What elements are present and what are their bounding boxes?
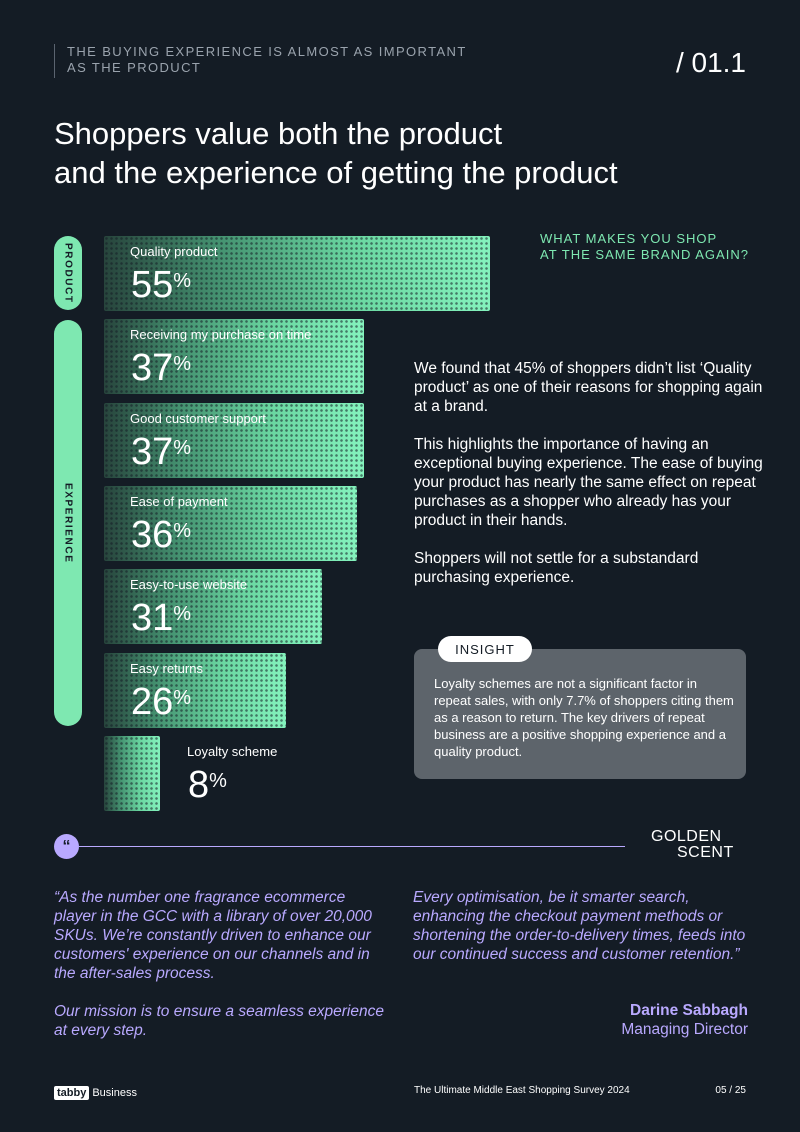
bar-receiving-my-purchase-on-time — [104, 319, 364, 394]
bar-label: Quality product — [130, 244, 218, 259]
page-title-line: Shoppers value both the product — [54, 116, 503, 151]
header-kicker: THE BUYING EXPERIENCE IS ALMOST AS IMPOR… — [67, 44, 467, 76]
footer-title: The Ultimate Middle East Shopping Survey… — [414, 1085, 630, 1096]
bar-value-label: 31% — [131, 597, 192, 639]
bar-easy-to-use-website — [104, 569, 322, 644]
page-title-line: and the experience of getting the produc… — [54, 155, 618, 190]
bar-label: Loyalty scheme — [187, 744, 278, 759]
body-paragraph: This highlights the importance of having… — [414, 436, 763, 529]
header-kicker-line: THE BUYING EXPERIENCE IS ALMOST AS IMPOR… — [67, 44, 467, 59]
bar-label: Good customer support — [130, 411, 266, 426]
bar-label: Ease of payment — [130, 494, 228, 509]
experience-group-pill: EXPERIENCE — [54, 320, 82, 726]
bar-label: Easy returns — [130, 661, 203, 676]
body-text: We found that 45% of shoppers didn’t lis… — [414, 359, 764, 606]
quote-paragraph: Every optimisation, be it smarter search… — [413, 889, 746, 963]
bar-label: Easy-to-use website — [130, 577, 248, 592]
header-rule — [54, 44, 55, 78]
bar-value-label: 26% — [131, 681, 192, 723]
insight-text: Loyalty schemes are not a significant fa… — [434, 676, 734, 759]
insight-tag: INSIGHT — [438, 636, 532, 662]
bar-value-label: 37% — [131, 431, 192, 473]
bar-label: Receiving my purchase on time — [130, 327, 312, 342]
quote-paragraph: Our mission is to ensure a seamless expe… — [54, 1003, 384, 1039]
product-group-pill: PRODUCT — [54, 236, 82, 310]
logo-line: GOLDEN — [651, 828, 722, 845]
header-kicker-line: AS THE PRODUCT — [67, 60, 202, 75]
page-title: Shoppers value both the product and the … — [54, 114, 754, 192]
quote-paragraph: “As the number one fragrance ecommerce p… — [54, 889, 372, 982]
speaker-role: Managing Director — [621, 1021, 748, 1038]
golden-scent-logo: GOLDEN SCENT — [651, 829, 734, 861]
page-id: / 01.1 — [675, 47, 746, 78]
brand-mark: tabby — [54, 1086, 90, 1100]
body-paragraph: Shoppers will not settle for a substanda… — [414, 550, 699, 586]
chart-question-line: WHAT MAKES YOU SHOP — [540, 231, 718, 246]
experience-group-label: EXPERIENCE — [62, 482, 74, 564]
quote-right-column: Every optimisation, be it smarter search… — [413, 888, 749, 983]
quote-divider — [79, 846, 625, 847]
bar-value-label: 8% — [188, 764, 227, 806]
bar-good-customer-support — [104, 403, 364, 478]
product-group-label: PRODUCT — [62, 242, 74, 304]
bar-value-label: 55% — [131, 264, 192, 306]
body-paragraph: We found that 45% of shoppers didn’t lis… — [414, 360, 763, 415]
bar-value-label: 37% — [131, 347, 192, 389]
footer-page-number: 05 / 25 — [715, 1085, 746, 1096]
tabby-business-logo: tabby Business — [54, 1086, 137, 1100]
bar-loyalty-scheme — [104, 736, 160, 811]
quote-icon: “ — [54, 834, 79, 859]
speaker-name: Darine Sabbagh — [630, 1002, 748, 1019]
chart-question: WHAT MAKES YOU SHOP AT THE SAME BRAND AG… — [540, 231, 760, 263]
bar-easy-returns — [104, 653, 286, 728]
quote-left-column: “As the number one fragrance ecommerce p… — [54, 888, 390, 1059]
brand-sub: Business — [92, 1087, 137, 1099]
logo-line: SCENT — [677, 844, 734, 861]
bar-value-label: 36% — [131, 514, 192, 556]
insight-box — [414, 649, 746, 779]
bar-ease-of-payment — [104, 486, 357, 561]
bar-quality-product — [104, 236, 490, 311]
chart-question-line: AT THE SAME BRAND AGAIN? — [540, 247, 749, 262]
